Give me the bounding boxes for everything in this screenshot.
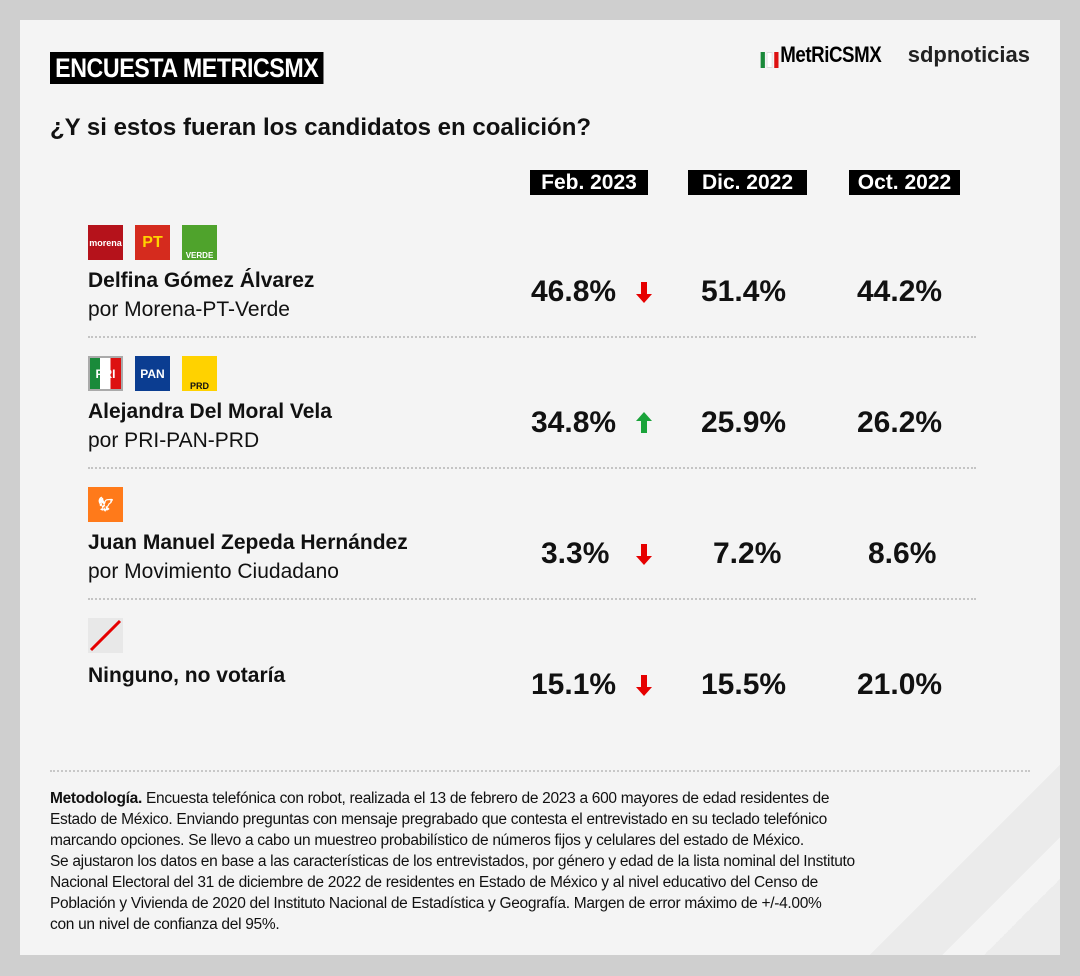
candidate-row: PRI PAN PRD Alejandra Del Moral Vela por…	[20, 356, 1060, 487]
methodology-line: Población y Vivienda de 2020 del Institu…	[50, 895, 822, 912]
value-oct-2022: 21.0%	[857, 668, 943, 701]
methodology-line: Se ajustaron los datos en base a las car…	[50, 853, 855, 870]
column-header-dic-2022: Dic. 2022	[688, 170, 807, 195]
value-dic-2022: 25.9%	[701, 406, 787, 439]
prd-logo: PRD	[182, 356, 217, 391]
candidate-row: morena PT VERDE Delfina Gómez Álvarez po…	[20, 225, 1060, 356]
sdpnoticias-logo: sdpnoticias	[907, 42, 1030, 67]
value-feb-2023: 3.3%	[541, 537, 610, 570]
value-feb-2023: 15.1%	[531, 668, 617, 701]
candidate-party: por PRI-PAN-PRD	[88, 429, 260, 452]
candidate-name: Ninguno, no votaría	[88, 664, 286, 687]
pan-logo: PAN	[135, 356, 170, 391]
arrow-up-icon	[636, 412, 652, 433]
methodology-line: Estado de México. Enviando preguntas con…	[50, 811, 827, 828]
decorative-stripes	[840, 735, 1060, 955]
movimiento-ciudadano-logo: 🦅︎	[88, 487, 123, 522]
candidate-party: por Movimiento Ciudadano	[88, 560, 339, 583]
value-oct-2022: 8.6%	[868, 537, 937, 570]
value-dic-2022: 7.2%	[713, 537, 782, 570]
verde-logo: VERDE	[182, 225, 217, 260]
methodology-line: con un nivel de confianza del 95%.	[50, 916, 280, 933]
column-header-oct-2022: Oct. 2022	[849, 170, 960, 195]
pri-logo: PRI	[88, 356, 123, 391]
pt-logo: PT	[135, 225, 170, 260]
value-oct-2022: 44.2%	[857, 275, 943, 308]
arrow-down-icon	[636, 282, 652, 303]
metricsmx-logo-text: MetRiCSMX	[779, 42, 882, 67]
value-dic-2022: 15.5%	[701, 668, 787, 701]
row-divider	[88, 598, 976, 600]
row-divider	[88, 467, 976, 469]
infographic-card: ENCUESTA METRICSMX MetRiCSMX sdpnoticias…	[20, 20, 1060, 955]
candidate-row: Ninguno, no votaría 15.1% 15.5% 21.0%	[20, 618, 1060, 749]
arrow-down-icon	[636, 675, 652, 696]
arrow-down-icon	[636, 544, 652, 565]
metricsmx-logo: MetRiCSMX	[760, 42, 882, 68]
value-oct-2022: 26.2%	[857, 406, 943, 439]
morena-logo: morena	[88, 225, 123, 260]
candidate-party: por Morena-PT-Verde	[88, 298, 290, 321]
candidate-name: Alejandra Del Moral Vela	[88, 400, 332, 423]
value-feb-2023: 46.8%	[531, 275, 617, 308]
candidate-row: 🦅︎ Juan Manuel Zepeda Hernández por Movi…	[20, 487, 1060, 618]
value-dic-2022: 51.4%	[701, 275, 787, 308]
brand-logos: MetRiCSMX sdpnoticias	[750, 42, 1030, 68]
none-slash-icon	[88, 618, 123, 653]
column-header-feb-2023: Feb. 2023	[530, 170, 648, 195]
row-divider	[88, 336, 976, 338]
value-feb-2023: 34.8%	[531, 406, 617, 439]
survey-badge: ENCUESTA METRICSMX	[50, 52, 324, 84]
candidate-name: Juan Manuel Zepeda Hernández	[88, 531, 408, 554]
methodology-line: Encuesta telefónica con robot, realizada…	[141, 790, 830, 807]
question-title: ¿Y si estos fueran los candidatos en coa…	[50, 114, 592, 141]
methodology-text: Metodología. Encuesta telefónica con rob…	[50, 788, 855, 935]
methodology-line: marcando opciones. Se llevo a cabo un mu…	[50, 832, 804, 849]
methodology-divider	[50, 770, 1030, 772]
methodology-label: Metodología.	[50, 790, 142, 807]
methodology-line: Nacional Electoral del 31 de diciembre d…	[50, 874, 818, 891]
candidate-name: Delfina Gómez Álvarez	[88, 269, 315, 292]
